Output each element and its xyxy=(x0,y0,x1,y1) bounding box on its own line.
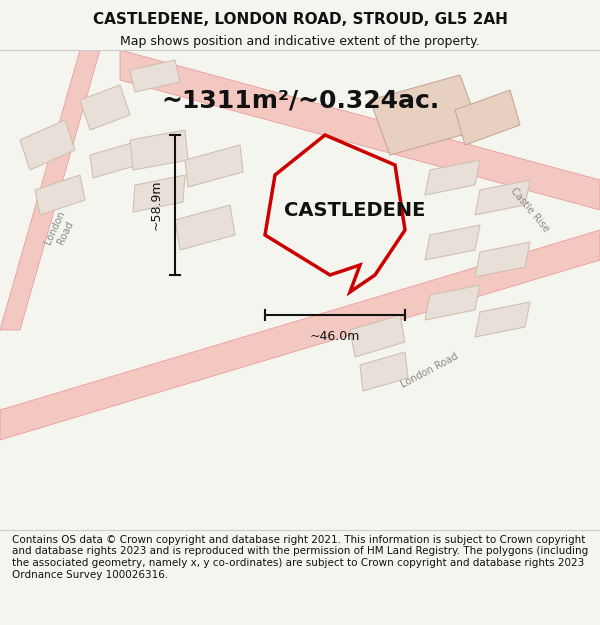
Polygon shape xyxy=(455,90,520,145)
Polygon shape xyxy=(0,230,600,440)
Polygon shape xyxy=(0,50,100,330)
Polygon shape xyxy=(120,50,600,210)
Polygon shape xyxy=(350,315,405,357)
Polygon shape xyxy=(425,285,480,320)
Text: London Road: London Road xyxy=(400,351,460,389)
Polygon shape xyxy=(185,145,243,187)
Polygon shape xyxy=(133,175,185,212)
Polygon shape xyxy=(475,302,530,337)
Polygon shape xyxy=(130,130,188,170)
Polygon shape xyxy=(175,205,235,250)
Text: CASTLEDENE: CASTLEDENE xyxy=(284,201,425,219)
Polygon shape xyxy=(80,85,130,130)
Polygon shape xyxy=(475,242,530,277)
Polygon shape xyxy=(90,142,138,178)
Text: London
Road: London Road xyxy=(43,209,77,251)
Polygon shape xyxy=(360,352,408,391)
Polygon shape xyxy=(35,175,85,215)
Polygon shape xyxy=(425,225,480,260)
Text: ~46.0m: ~46.0m xyxy=(310,330,360,343)
Text: Castle Rise: Castle Rise xyxy=(509,186,551,234)
Polygon shape xyxy=(130,60,180,92)
Polygon shape xyxy=(475,180,530,215)
Polygon shape xyxy=(370,75,480,155)
Text: ~1311m²/~0.324ac.: ~1311m²/~0.324ac. xyxy=(161,88,439,112)
Polygon shape xyxy=(425,160,480,195)
Text: CASTLEDENE, LONDON ROAD, STROUD, GL5 2AH: CASTLEDENE, LONDON ROAD, STROUD, GL5 2AH xyxy=(92,12,508,28)
Polygon shape xyxy=(20,120,75,170)
Text: Contains OS data © Crown copyright and database right 2021. This information is : Contains OS data © Crown copyright and d… xyxy=(12,535,588,579)
Text: Map shows position and indicative extent of the property.: Map shows position and indicative extent… xyxy=(120,35,480,48)
Text: ~58.9m: ~58.9m xyxy=(150,180,163,230)
